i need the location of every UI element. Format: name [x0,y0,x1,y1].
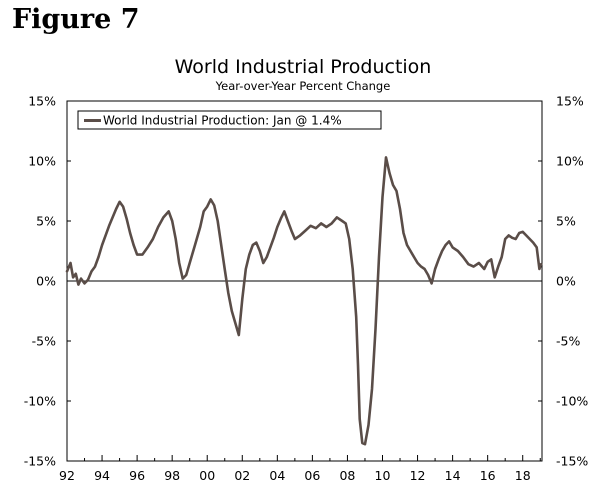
y-tick-label-left: 15% [28,94,56,109]
y-tick-label-left: -15% [24,454,56,469]
x-tick-label: 10 [375,468,391,483]
x-tick-label: 00 [199,468,215,483]
y-tick-label-right: 5% [556,214,576,229]
x-tick-label: 94 [94,468,110,483]
x-tick-label: 02 [234,468,250,483]
legend-label: World Industrial Production: Jan @ 1.4% [103,114,342,128]
y-tick-label-left: -10% [24,394,56,409]
x-tick-label: 14 [445,468,461,483]
legend: World Industrial Production: Jan @ 1.4% [77,110,382,130]
x-tick-label: 06 [304,468,320,483]
x-tick-label: 18 [515,468,531,483]
x-tick-label: 96 [129,468,145,483]
y-tick-label-right: 15% [556,94,584,109]
x-tick-label: 04 [269,468,285,483]
x-tick-label: 12 [410,468,426,483]
y-tick-label-left: -5% [32,334,56,349]
y-tick-label-left: 0% [36,274,56,289]
figure-label: Figure 7 [12,4,140,35]
series-line-world-industrial-production [65,156,543,446]
y-tick-label-right: 10% [556,154,584,169]
chart-subtitle: Year-over-Year Percent Change [215,79,391,93]
y-tick-label-right: -10% [556,394,588,409]
x-tick-label: 92 [59,468,75,483]
y-tick-label-right: 0% [556,274,576,289]
x-tick-label: 98 [164,468,180,483]
y-tick-label-right: -5% [556,334,580,349]
y-tick-label-left: 5% [36,214,56,229]
chart-title: World Industrial Production [175,56,432,78]
axis-labels: 15% 15% 10% 10% 5% 5% 0% 0% -5% -5% -10% -10% -15% -1… [24,94,589,484]
legend-box [77,110,382,130]
y-tick-label-right: -15% [556,454,588,469]
x-tick-label: 16 [480,468,496,483]
x-tick-label: 08 [339,468,355,483]
series-layer [65,156,543,446]
y-tick-label-left: 10% [28,154,56,169]
